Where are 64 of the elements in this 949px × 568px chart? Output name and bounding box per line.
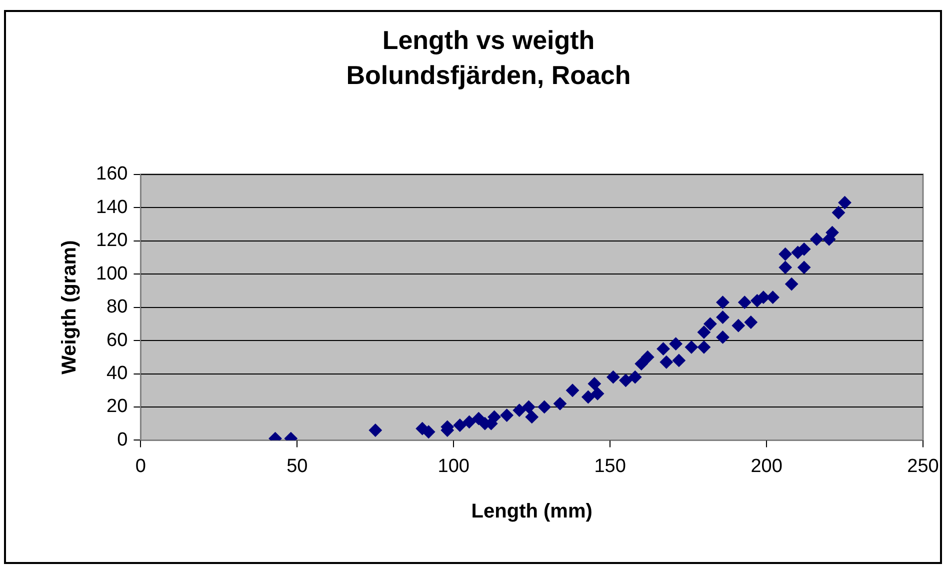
point xyxy=(810,232,824,246)
point xyxy=(628,370,642,384)
y-tick-label: 120 xyxy=(96,230,128,252)
point xyxy=(716,296,730,309)
point xyxy=(641,350,654,364)
point xyxy=(554,397,567,410)
point xyxy=(488,410,501,424)
point xyxy=(798,242,811,256)
x-axis-title: Length (mm) xyxy=(471,500,592,523)
point xyxy=(453,418,466,432)
x-tick-label: 50 xyxy=(286,456,308,477)
point xyxy=(422,425,436,438)
y-tick-label: 140 xyxy=(96,196,128,218)
point xyxy=(716,310,730,324)
point xyxy=(588,377,601,390)
point xyxy=(744,316,758,329)
y-tick-label: 20 xyxy=(106,396,128,418)
point xyxy=(619,374,632,387)
point xyxy=(832,206,846,220)
point xyxy=(826,226,839,240)
point xyxy=(634,357,648,370)
point xyxy=(697,326,710,339)
point xyxy=(798,260,811,274)
point xyxy=(500,408,514,422)
point xyxy=(778,248,792,261)
point xyxy=(566,384,580,397)
point xyxy=(669,337,682,350)
y-tick-label: 100 xyxy=(96,263,128,284)
y-axis-title: Weigth (gram) xyxy=(58,240,81,374)
point xyxy=(606,370,620,384)
point xyxy=(462,415,476,428)
x-tick-label: 0 xyxy=(135,456,146,477)
y-tick-label: 40 xyxy=(106,362,128,384)
point xyxy=(672,354,686,367)
x-tick-label: 100 xyxy=(438,456,470,477)
y-tick-label: 80 xyxy=(106,296,128,318)
point xyxy=(660,356,673,369)
point xyxy=(732,319,745,332)
point xyxy=(582,390,595,404)
point xyxy=(785,278,798,291)
chart-subtitle: Bolundsfjärden, Roach xyxy=(346,60,631,90)
x-tick-label: 200 xyxy=(750,456,782,477)
point xyxy=(766,290,780,304)
point xyxy=(512,404,526,417)
point xyxy=(591,387,604,400)
x-tick-label: 250 xyxy=(907,456,939,477)
x-tick-label: 150 xyxy=(594,456,626,477)
chart-title: Length vs weigth xyxy=(382,24,595,55)
point xyxy=(684,340,698,354)
point xyxy=(522,400,536,414)
point xyxy=(525,410,538,424)
point xyxy=(538,400,551,414)
point xyxy=(838,196,852,210)
y-tick-label: 160 xyxy=(96,164,128,185)
point xyxy=(756,290,770,304)
point xyxy=(778,260,792,274)
point xyxy=(656,342,670,356)
y-tick-label: 0 xyxy=(117,429,128,450)
point xyxy=(738,296,752,309)
point xyxy=(704,317,717,330)
point xyxy=(697,340,710,354)
point xyxy=(368,424,382,437)
point xyxy=(716,330,730,344)
y-tick-label: 60 xyxy=(106,330,128,351)
